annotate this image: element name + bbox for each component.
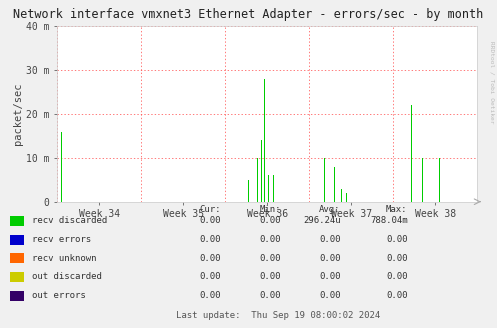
Text: 0.00: 0.00	[200, 254, 221, 263]
Bar	[256, 158, 257, 202]
Text: recv errors: recv errors	[32, 235, 91, 244]
Text: 0.00: 0.00	[259, 254, 281, 263]
Bar	[264, 79, 265, 202]
Text: Min:: Min:	[259, 205, 281, 215]
Bar	[248, 180, 249, 202]
Text: 0.00: 0.00	[200, 216, 221, 225]
Bar	[340, 189, 341, 202]
Text: 0.00: 0.00	[259, 273, 281, 281]
Text: 296.24u: 296.24u	[303, 216, 340, 225]
Y-axis label: packet/sec: packet/sec	[13, 83, 23, 145]
Text: RRDtool / Tobi Oetiker: RRDtool / Tobi Oetiker	[490, 41, 495, 123]
Bar	[61, 132, 62, 202]
Bar	[411, 105, 412, 202]
Text: Cur:: Cur:	[200, 205, 221, 215]
Text: 0.00: 0.00	[259, 291, 281, 300]
Text: 0.00: 0.00	[200, 291, 221, 300]
Text: 0.00: 0.00	[200, 235, 221, 244]
Text: 0.00: 0.00	[319, 291, 340, 300]
Bar	[422, 158, 423, 202]
Bar	[272, 175, 273, 202]
Text: recv unknown: recv unknown	[32, 254, 97, 263]
Text: 0.00: 0.00	[319, 235, 340, 244]
Text: recv discarded: recv discarded	[32, 216, 107, 225]
Text: 0.00: 0.00	[386, 273, 408, 281]
Bar	[261, 140, 262, 202]
Text: 0.00: 0.00	[259, 216, 281, 225]
Text: 0.00: 0.00	[259, 235, 281, 244]
Text: Last update:  Thu Sep 19 08:00:02 2024: Last update: Thu Sep 19 08:00:02 2024	[176, 311, 380, 320]
Text: 0.00: 0.00	[200, 273, 221, 281]
Text: 788.04m: 788.04m	[370, 216, 408, 225]
Bar	[345, 193, 346, 202]
Text: out errors: out errors	[32, 291, 86, 300]
Text: 0.00: 0.00	[386, 235, 408, 244]
Text: 0.00: 0.00	[319, 273, 340, 281]
Bar	[439, 158, 440, 202]
Bar	[268, 175, 269, 202]
Text: out discarded: out discarded	[32, 273, 102, 281]
Text: 0.00: 0.00	[386, 254, 408, 263]
Text: Network interface vmxnet3 Ethernet Adapter - errors/sec - by month: Network interface vmxnet3 Ethernet Adapt…	[13, 8, 484, 21]
Text: 0.00: 0.00	[386, 291, 408, 300]
Text: Max:: Max:	[386, 205, 408, 215]
Bar	[324, 158, 325, 202]
Text: 0.00: 0.00	[319, 254, 340, 263]
Bar	[334, 167, 335, 202]
Text: Avg:: Avg:	[319, 205, 340, 215]
